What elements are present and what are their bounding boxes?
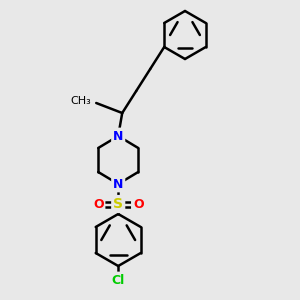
Text: Cl: Cl (112, 274, 125, 286)
Text: N: N (113, 130, 123, 142)
Text: S: S (113, 197, 123, 211)
Text: N: N (113, 178, 123, 190)
Text: O: O (133, 197, 143, 211)
Text: CH₃: CH₃ (70, 96, 91, 106)
Text: O: O (93, 197, 104, 211)
